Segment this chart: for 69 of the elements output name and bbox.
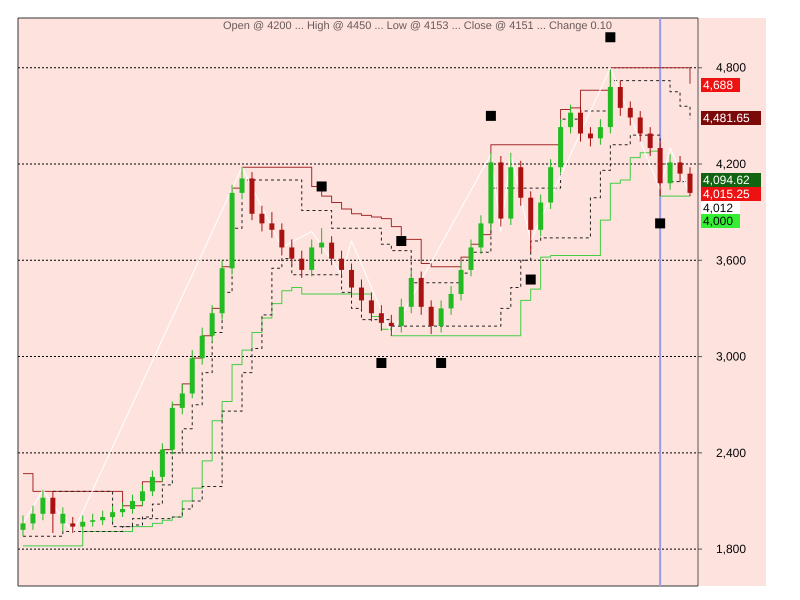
candlestick	[200, 327, 205, 366]
candlestick	[150, 470, 155, 497]
candlestick	[319, 228, 324, 254]
candlestick	[388, 314, 394, 336]
y-tick-label: 3,600	[716, 253, 746, 268]
candlestick	[259, 205, 264, 232]
text: 4,012	[703, 201, 734, 215]
candlestick	[80, 514, 86, 534]
candlestick	[60, 506, 66, 532]
candlestick	[448, 285, 454, 316]
candlestick	[648, 126, 653, 156]
candlestick	[329, 236, 334, 266]
candlestick	[269, 212, 274, 238]
candlestick	[678, 155, 683, 182]
point	[316, 181, 327, 192]
candlestick	[378, 304, 384, 332]
y-tick-label: 1,800	[716, 542, 746, 556]
y-tick-label: 2,400	[716, 446, 746, 460]
candlestick	[578, 106, 583, 142]
candlestick	[70, 516, 76, 534]
candlestick	[309, 238, 314, 277]
candlestick	[40, 489, 46, 521]
candlestick	[688, 166, 692, 197]
candlestick	[130, 494, 136, 514]
point	[396, 236, 406, 246]
candlestick	[368, 292, 374, 322]
text: 4,688	[703, 78, 734, 92]
candlestick	[90, 513, 96, 528]
candlestick	[210, 304, 215, 343]
point	[376, 358, 386, 368]
candlestick	[468, 238, 474, 277]
candlestick	[299, 250, 304, 278]
candlestick	[100, 510, 106, 526]
candlestick	[628, 100, 633, 126]
y-tick-label: 3,000	[716, 350, 746, 364]
candlestick	[598, 118, 603, 146]
candlestick	[50, 490, 56, 534]
y-tick-label: 4,200	[716, 157, 746, 172]
candlestick	[638, 110, 643, 142]
candlestick	[20, 514, 26, 537]
point	[486, 110, 496, 121]
candlestick	[279, 222, 284, 256]
candlestick	[240, 166, 245, 200]
candlestick	[120, 502, 126, 518]
candlestick	[289, 238, 294, 266]
candlestick	[180, 383, 185, 415]
text: 4,000	[703, 214, 734, 228]
chart-title: Open @ 4200 ... High @ 4450 ... Low @ 4153 ... Close @ 4151 ... Change 0.10	[223, 20, 612, 32]
text: 4,481.65	[703, 111, 750, 125]
candlestick	[428, 300, 434, 335]
point	[436, 358, 446, 368]
candlestick	[588, 126, 593, 147]
text: 4,015.25	[703, 187, 750, 201]
point	[605, 32, 616, 42]
point	[655, 218, 666, 228]
y-tick-label: 4,800	[716, 60, 746, 75]
candlestick	[349, 262, 354, 296]
candlestick	[398, 298, 404, 333]
text: 4,094.62	[703, 173, 750, 187]
candlestick	[568, 104, 574, 134]
candlestick	[438, 300, 444, 333]
candlestick	[30, 505, 36, 530]
candlestick	[140, 484, 145, 506]
candlestick	[110, 505, 116, 522]
point	[526, 274, 536, 285]
candlestick	[339, 250, 344, 278]
candlestick	[668, 154, 673, 190]
candlestick	[618, 80, 623, 116]
candlestick	[358, 279, 364, 309]
